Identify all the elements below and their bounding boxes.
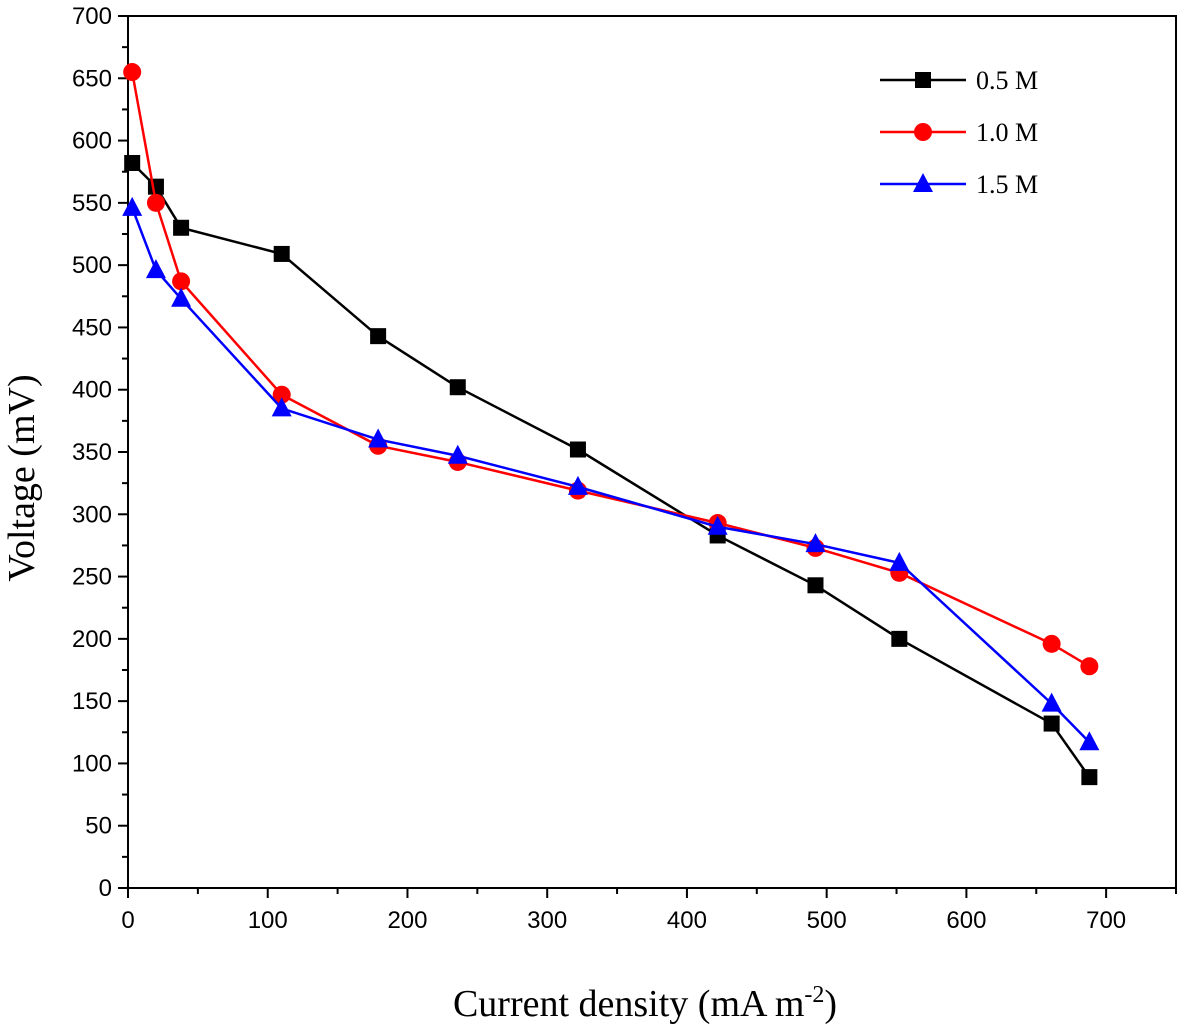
data-point bbox=[147, 178, 164, 195]
x-axis-title: Current density (mA m-2) bbox=[453, 982, 837, 1025]
y-tick-label: 250 bbox=[72, 564, 112, 591]
legend-item: 0.5 M bbox=[880, 66, 1038, 95]
data-point bbox=[146, 193, 165, 212]
y-tick-label: 400 bbox=[72, 377, 112, 404]
y-tick-label: 700 bbox=[72, 3, 112, 30]
data-point bbox=[173, 219, 190, 236]
x-tick-label: 200 bbox=[387, 907, 427, 934]
legend-label: 0.5 M bbox=[976, 66, 1038, 95]
legend-marker bbox=[915, 72, 931, 88]
series-1-5-m bbox=[122, 196, 1100, 751]
data-point bbox=[569, 441, 586, 458]
data-point bbox=[1081, 769, 1098, 786]
data-point bbox=[368, 428, 389, 448]
y-tick-label: 650 bbox=[72, 65, 112, 92]
data-point bbox=[145, 259, 166, 279]
data-point bbox=[807, 577, 824, 594]
y-tick-label: 600 bbox=[72, 128, 112, 155]
x-tick-label: 300 bbox=[527, 907, 567, 934]
data-point bbox=[889, 551, 910, 571]
y-tick-label: 500 bbox=[72, 252, 112, 279]
y-tick-label: 200 bbox=[72, 626, 112, 653]
y-tick-label: 100 bbox=[72, 750, 112, 777]
series-line bbox=[130, 71, 1091, 668]
x-axis-title-superscript: -2 bbox=[804, 982, 824, 1008]
y-axis-title: Voltage (mV) bbox=[1, 374, 43, 581]
data-point bbox=[567, 475, 588, 495]
data-point bbox=[272, 385, 291, 404]
legend-item: 1.5 M bbox=[880, 170, 1038, 199]
data-point bbox=[891, 630, 908, 647]
series-0-5-m bbox=[124, 154, 1098, 786]
data-point bbox=[1041, 692, 1062, 712]
legend-label: 1.0 M bbox=[976, 118, 1038, 147]
data-point bbox=[447, 444, 468, 464]
data-point bbox=[370, 328, 387, 345]
series-1-0-m bbox=[123, 63, 1099, 676]
data-point bbox=[1043, 715, 1060, 732]
legend-item: 1.0 M bbox=[880, 118, 1038, 147]
y-tick-label: 350 bbox=[72, 439, 112, 466]
legend-label: 1.5 M bbox=[976, 170, 1038, 199]
x-tick-label: 400 bbox=[667, 907, 707, 934]
y-tick-label: 50 bbox=[85, 813, 112, 840]
data-point bbox=[172, 272, 191, 291]
data-point bbox=[449, 379, 466, 396]
data-point bbox=[805, 533, 826, 553]
data-point bbox=[123, 63, 142, 82]
y-tick-label: 150 bbox=[72, 688, 112, 715]
legend-marker bbox=[914, 123, 932, 141]
data-point bbox=[1080, 657, 1099, 676]
y-tick-label: 300 bbox=[72, 501, 112, 528]
x-tick-label: 100 bbox=[248, 907, 288, 934]
data-point bbox=[1042, 634, 1061, 653]
data-point bbox=[122, 196, 143, 216]
data-point bbox=[273, 245, 290, 262]
data-point bbox=[124, 154, 141, 171]
x-tick-label: 500 bbox=[807, 907, 847, 934]
legend-marker bbox=[913, 173, 933, 192]
data-point bbox=[1079, 731, 1100, 751]
y-tick-label: 550 bbox=[72, 190, 112, 217]
data-point bbox=[707, 515, 728, 535]
x-tick-label: 700 bbox=[1086, 907, 1126, 934]
x-axis-title-main: Current density (mA m bbox=[453, 983, 804, 1025]
x-axis-title-suffix: ) bbox=[824, 983, 837, 1025]
series-line bbox=[131, 207, 1091, 744]
y-tick-label: 0 bbox=[99, 875, 112, 902]
x-tick-label: 600 bbox=[946, 907, 986, 934]
data-point bbox=[271, 397, 292, 417]
data-point bbox=[171, 287, 192, 307]
x-tick-label: 0 bbox=[121, 907, 134, 934]
y-tick-label: 450 bbox=[72, 314, 112, 341]
